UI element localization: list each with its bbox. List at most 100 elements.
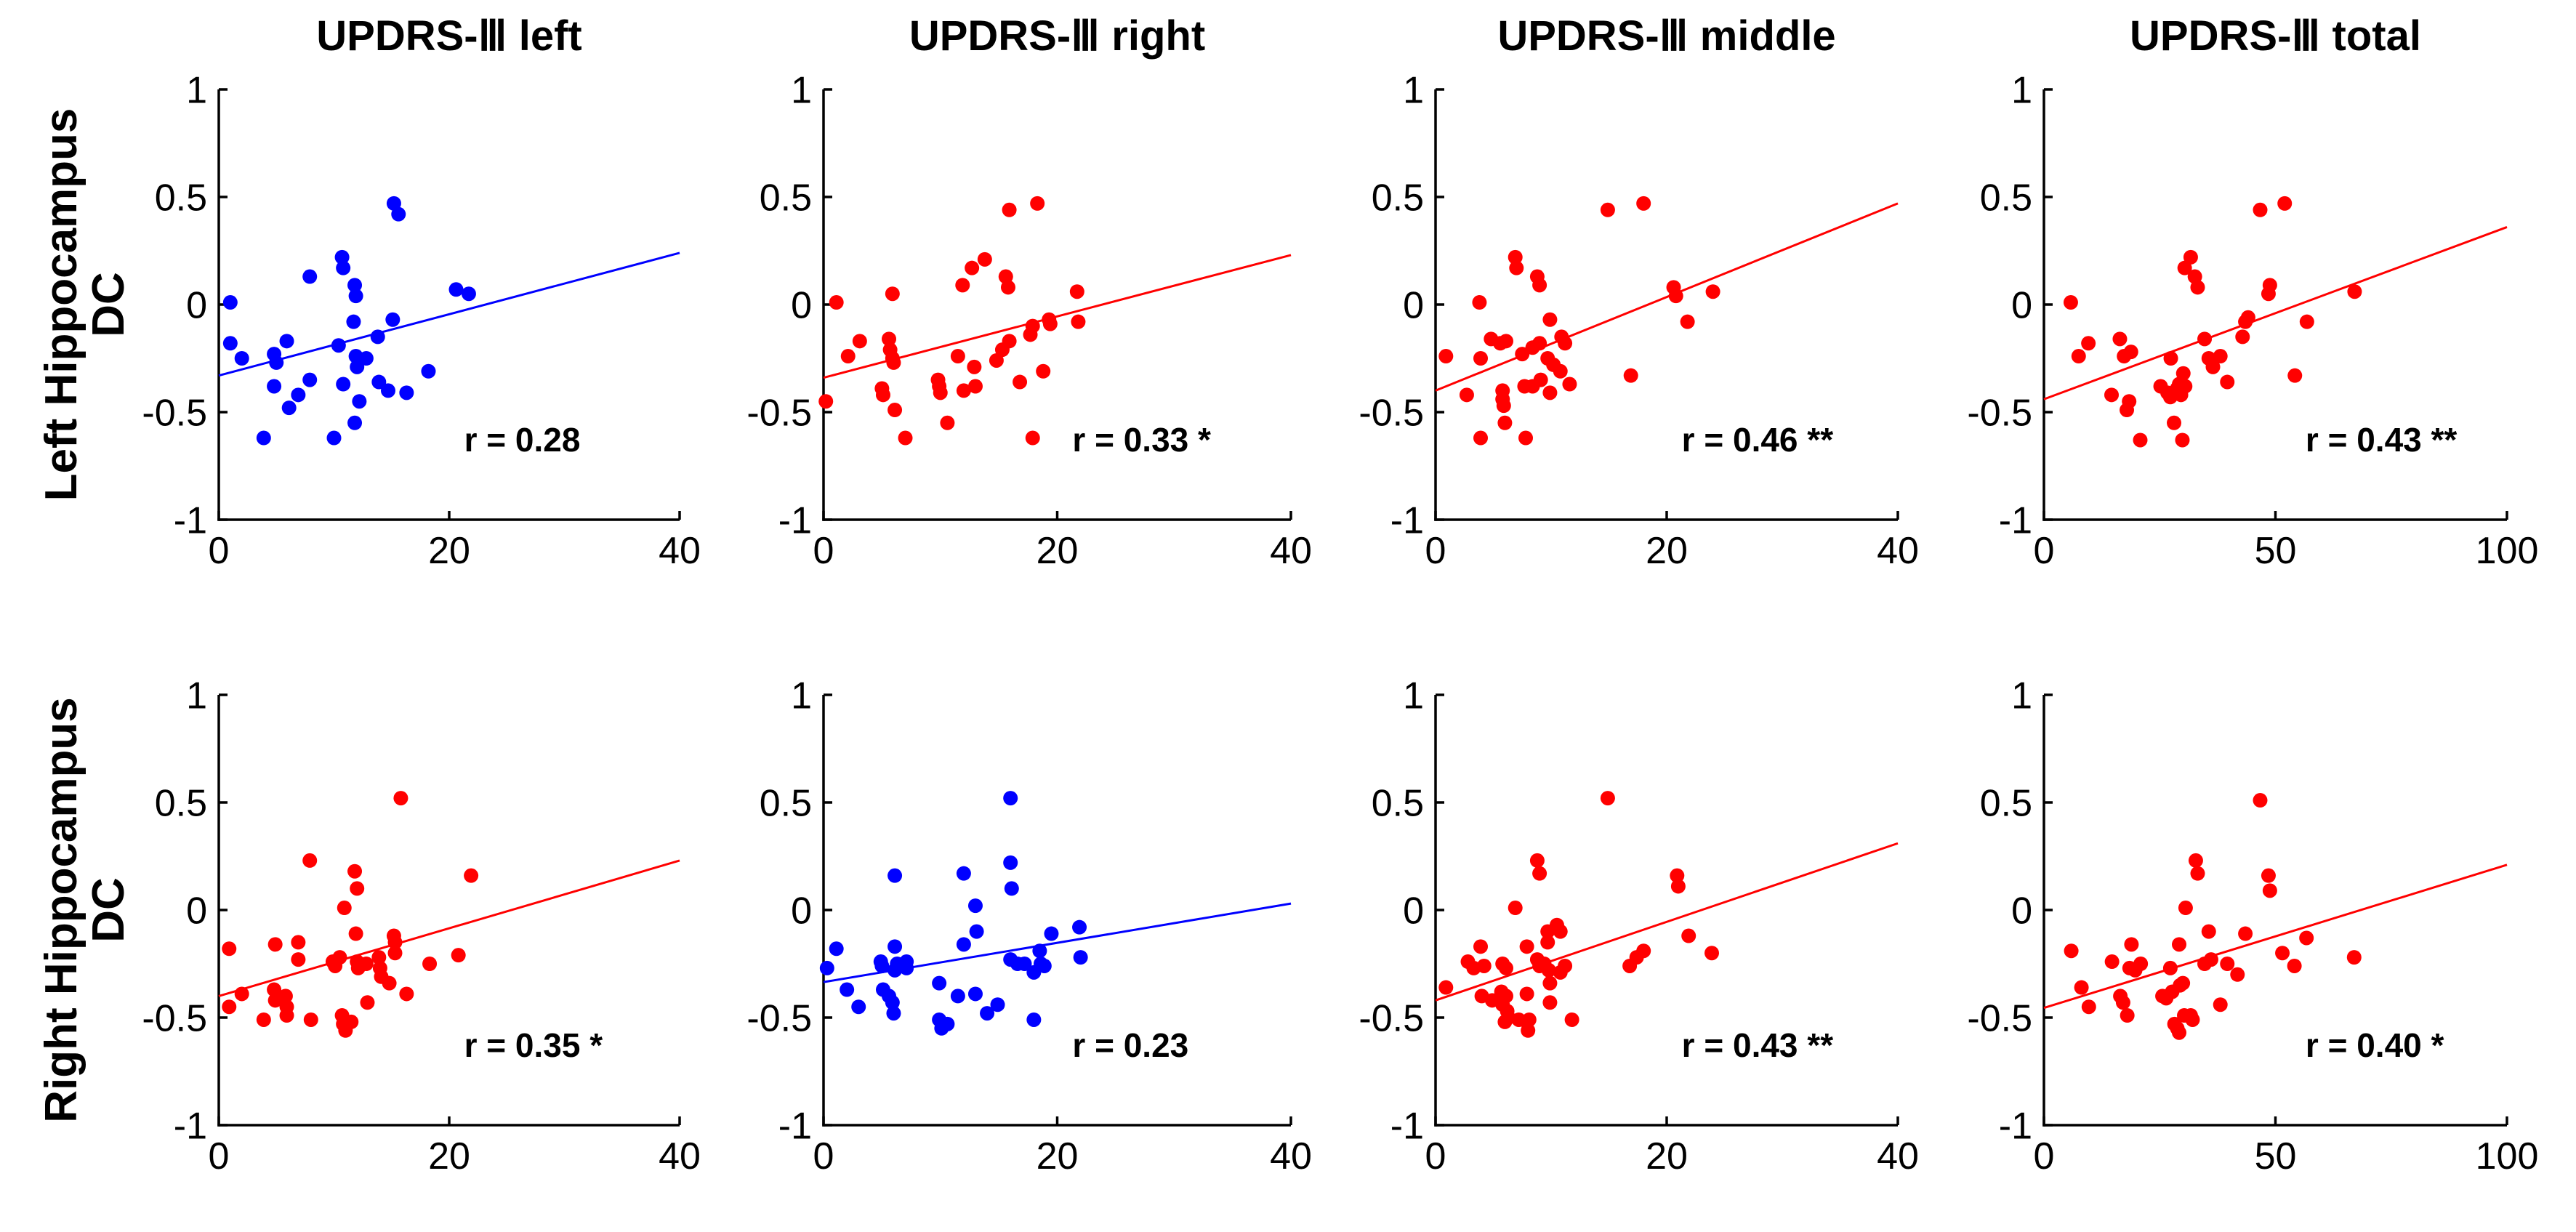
data-point (1036, 363, 1051, 379)
data-point (887, 868, 903, 883)
data-point (886, 1006, 901, 1021)
data-point (2190, 866, 2205, 881)
y-tick-label: -1 (1999, 1106, 2032, 1148)
data-point (352, 394, 367, 409)
data-point (950, 349, 965, 364)
data-point (337, 901, 352, 916)
data-point (887, 939, 903, 954)
data-point (2275, 946, 2290, 961)
data-point (1681, 928, 1696, 943)
y-tick-label: 1 (1403, 675, 1424, 717)
data-point (2235, 329, 2250, 345)
data-point (380, 383, 395, 398)
y-tick-label: 1 (1403, 70, 1424, 112)
y-tick-label: -1 (174, 1106, 207, 1148)
data-point (1071, 314, 1086, 329)
data-point (1518, 430, 1534, 446)
data-point (2063, 295, 2078, 310)
data-point (874, 958, 890, 973)
data-point (1542, 995, 1558, 1010)
data-point (818, 394, 834, 409)
data-point (1519, 986, 1534, 1002)
data-point (344, 1014, 359, 1029)
data-point (2175, 432, 2190, 448)
data-point (2175, 366, 2191, 381)
data-point (1670, 868, 1685, 883)
data-point (1072, 919, 1087, 935)
data-point (421, 363, 436, 379)
x-tick-label: 20 (428, 1135, 470, 1177)
data-point (1509, 260, 1524, 275)
data-point (2123, 345, 2138, 360)
data-point (2163, 351, 2178, 366)
data-point (2172, 1025, 2187, 1040)
trend-line (2043, 863, 2508, 1010)
data-point (2253, 202, 2268, 217)
data-point (1508, 901, 1523, 916)
correlation-label: r = 0.28 (464, 421, 581, 459)
x-tick-label: 100 (2476, 1135, 2539, 1177)
scatter-panel-left-hippocampus-updrs-left: -1 -0.5 0 0.5 1 0 20 40 (142, 70, 701, 572)
data-point (278, 989, 293, 1004)
data-point (1004, 881, 1019, 896)
data-point (371, 950, 387, 965)
data-point (829, 295, 844, 310)
y-tick-label: -1 (778, 500, 812, 542)
data-point (234, 351, 249, 366)
data-point (1521, 1023, 1536, 1038)
x-tick-label: 20 (1037, 530, 1079, 572)
data-point (2178, 901, 2193, 916)
data-point (448, 282, 464, 297)
data-point (2188, 853, 2203, 868)
y-tick-label: 0 (1403, 285, 1424, 327)
data-point (885, 995, 900, 1010)
data-point (387, 946, 403, 961)
data-point (2213, 349, 2228, 364)
data-point (1532, 278, 1547, 293)
data-point (2081, 336, 2096, 351)
data-point (348, 289, 363, 304)
data-point (2238, 926, 2253, 941)
data-point (1562, 377, 1577, 392)
data-point (1017, 957, 1032, 971)
data-point (875, 387, 890, 403)
data-point (1037, 958, 1052, 973)
data-point (256, 1012, 271, 1027)
data-point (940, 415, 955, 430)
data-point (950, 989, 965, 1004)
x-tick-label: 0 (209, 530, 230, 572)
data-point (940, 1016, 955, 1031)
scatter-panel-right-hippocampus-updrs-left: -1 -0.5 0 0.5 1 0 20 40 (142, 675, 701, 1177)
y-tick-label: 0 (2011, 285, 2032, 327)
y-tick-label: -0.5 (746, 392, 812, 435)
data-point (1542, 975, 1558, 991)
data-point (2124, 937, 2139, 952)
data-point (2071, 349, 2086, 364)
data-point (1498, 960, 1513, 975)
data-point (1508, 249, 1523, 265)
roman-numeral-three: Ⅲ (2291, 12, 2321, 60)
scatter-panel-left-hippocampus-updrs-middle: -1 -0.5 0 0.5 1 0 20 40 (1359, 70, 1919, 572)
y-axis-label-right-hippocampus-dc: Right Hippocampus DC (36, 697, 134, 1123)
data-point (840, 349, 856, 364)
data-point (2115, 995, 2130, 1010)
y-tick-label: -0.5 (1359, 998, 1424, 1040)
data-point (326, 430, 342, 446)
y-tick-label: -0.5 (1967, 392, 2032, 435)
data-point (256, 430, 271, 446)
data-point (1636, 943, 1651, 959)
data-point (2230, 967, 2245, 982)
y-tick-label: 1 (2011, 675, 2032, 717)
x-tick-label: 40 (659, 1135, 701, 1177)
data-point (371, 374, 387, 390)
data-point (1000, 280, 1015, 295)
data-point (360, 995, 375, 1010)
data-point (2262, 883, 2277, 898)
data-point (2185, 1012, 2200, 1027)
data-point (1438, 980, 1454, 995)
data-point (1497, 415, 1513, 430)
y-tick-label: 1 (791, 70, 812, 112)
data-point (2262, 278, 2277, 293)
data-point (222, 999, 237, 1015)
data-point (2166, 415, 2181, 430)
